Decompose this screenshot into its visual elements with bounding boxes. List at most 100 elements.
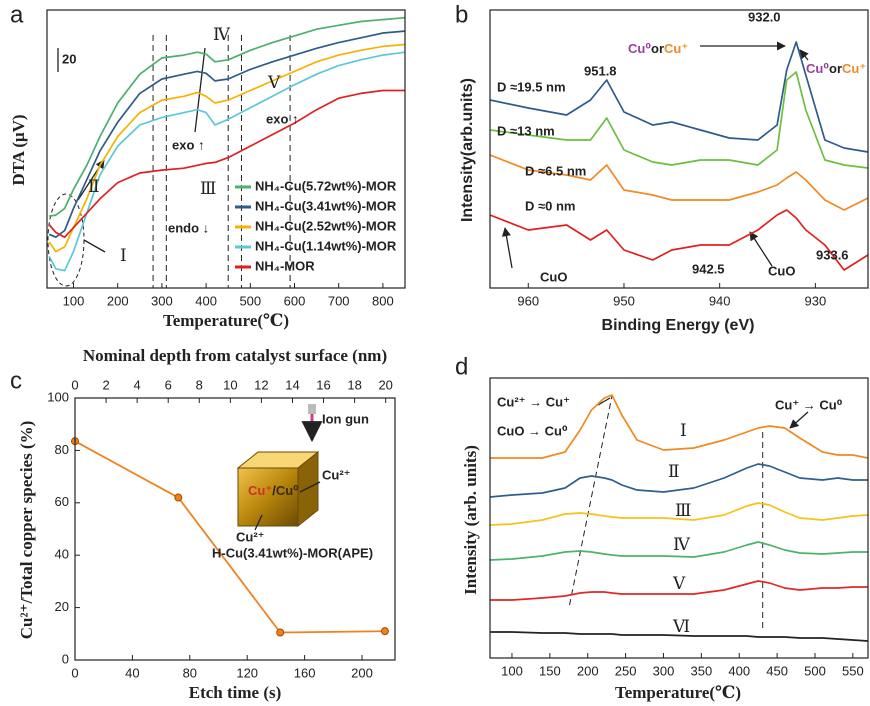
y-tick-label: 80: [55, 442, 69, 457]
pointer: [299, 481, 321, 493]
annotation: CuO: [768, 263, 795, 278]
series-label: Ⅰ: [680, 421, 687, 440]
data-line: [490, 502, 868, 526]
series-label: D ≈13 nm: [497, 123, 555, 138]
annotation: exo ↑: [266, 111, 299, 126]
annotation: Ion gun: [322, 411, 369, 426]
x2-tick-label: 16: [316, 377, 330, 392]
data-line: [490, 209, 868, 271]
pointer: [254, 514, 263, 531]
guide-line: [569, 395, 613, 606]
plot-frame: [46, 9, 406, 289]
series-label: D ≈6.5 nm: [525, 163, 586, 178]
arrow: [749, 231, 773, 267]
y-tick-label: 40: [55, 547, 69, 562]
annotation: Ⅴ: [267, 73, 281, 92]
data-point: [380, 627, 389, 636]
decorations: [47, 41, 809, 531]
annotation: H-Cu(3.41wt%)-MOR(APE): [212, 545, 373, 560]
ion-gun: [308, 404, 316, 414]
y-axis-title: Cu²⁺/Total copper species (%): [17, 421, 36, 640]
panel-label: a: [10, 1, 24, 28]
series-label: Ⅴ: [672, 574, 686, 593]
x2-axis-title: Nominal depth from catalyst surface (nm): [83, 346, 387, 365]
x-tick-label: 400: [195, 293, 217, 308]
x2-tick-label: 8: [196, 377, 203, 392]
annotation-part: Cu⁰: [806, 61, 829, 76]
annotation: Cu⁺ → Cu⁰: [775, 397, 843, 412]
legend-label: NH₄-Cu(2.52wt%)-MOR: [255, 218, 397, 233]
x2-tick-label: 18: [347, 377, 361, 392]
legend-label: NH₄-Cu(3.41wt%)-MOR: [255, 198, 397, 213]
data-line: [49, 16, 405, 217]
x-tick-label: 120: [236, 665, 258, 680]
x-axis-title: Binding Energy (eV): [602, 317, 755, 334]
dashed-ellipse: [47, 193, 85, 287]
x2-tick-label: 4: [134, 377, 141, 392]
annotation: Ⅰ: [120, 246, 127, 265]
y-tick-label: 60: [55, 494, 69, 509]
series-label: Ⅲ: [675, 501, 691, 520]
plot-area: [490, 41, 868, 271]
y-axis-title: Intensity(arb.units): [459, 78, 476, 222]
x-tick-label: 200: [577, 663, 599, 678]
data-line: [490, 41, 868, 153]
x2-tick-label: 6: [165, 377, 172, 392]
x2-tick-label: 10: [223, 377, 237, 392]
cube-front: [237, 467, 299, 527]
annotation: 20: [62, 51, 76, 66]
series-label: Ⅵ: [672, 617, 690, 636]
x-tick-label: 300: [653, 663, 675, 678]
series-label: Ⅱ: [668, 462, 680, 481]
x-tick-label: 200: [107, 293, 129, 308]
plot-area: [48, 16, 405, 288]
annotation: endo ↓: [168, 220, 209, 235]
annotation: Ⅲ: [200, 179, 216, 198]
x-axis-title: Etch time (s): [189, 683, 282, 702]
legend-label: NH₄-MOR: [255, 258, 315, 273]
x-tick-label: 80: [183, 665, 197, 680]
x-tick-label: 350: [690, 663, 712, 678]
series-label: Ⅳ: [673, 535, 691, 554]
x-tick-label: 800: [372, 293, 394, 308]
x-tick-label: 400: [728, 663, 750, 678]
plot-frame: [489, 377, 869, 659]
x-tick-label: 950: [613, 293, 635, 308]
data-line: [48, 51, 405, 272]
annotation-part: Cu⁺: [664, 41, 688, 56]
x-axis-title: Temperature(℃): [615, 683, 741, 702]
panel-label: d: [455, 353, 468, 380]
annotation-part: Cu⁺: [248, 483, 272, 498]
annotation: Ⅳ: [213, 25, 231, 44]
legend-label: NH₄-Cu(5.72wt%)-MOR: [255, 178, 397, 193]
x-tick-label: 600: [284, 293, 306, 308]
legend-label: NH₄-Cu(1.14wt%)-MOR: [255, 238, 397, 253]
x-tick-label: 300: [151, 293, 173, 308]
data-point: [276, 628, 285, 637]
arrow: [501, 227, 513, 269]
x-tick-label: 960: [517, 293, 539, 308]
arrow: [799, 49, 809, 61]
x-tick-label: 450: [766, 663, 788, 678]
x-tick-label: 100: [63, 293, 85, 308]
series-label: D ≈19.5 nm: [497, 79, 566, 94]
plot-frame: [489, 9, 869, 289]
data-line: [490, 580, 868, 601]
annotation: 933.6: [816, 247, 849, 262]
panel-label: c: [10, 367, 22, 394]
x2-tick-label: 2: [102, 377, 109, 392]
x-tick-label: 940: [709, 293, 731, 308]
data-line: [490, 463, 868, 498]
data-line: [75, 440, 386, 634]
data-line: [490, 631, 868, 642]
x-tick-label: 100: [501, 663, 523, 678]
panel-label: b: [455, 1, 468, 28]
arrow: [789, 411, 809, 429]
data-line: [48, 30, 405, 239]
data-line: [490, 71, 868, 169]
annotation: Cu²⁺ → Cu⁺: [497, 394, 570, 409]
data-line: [48, 43, 405, 253]
annotation-part: Cu⁺: [842, 61, 866, 76]
annotation: CuO: [540, 269, 567, 284]
